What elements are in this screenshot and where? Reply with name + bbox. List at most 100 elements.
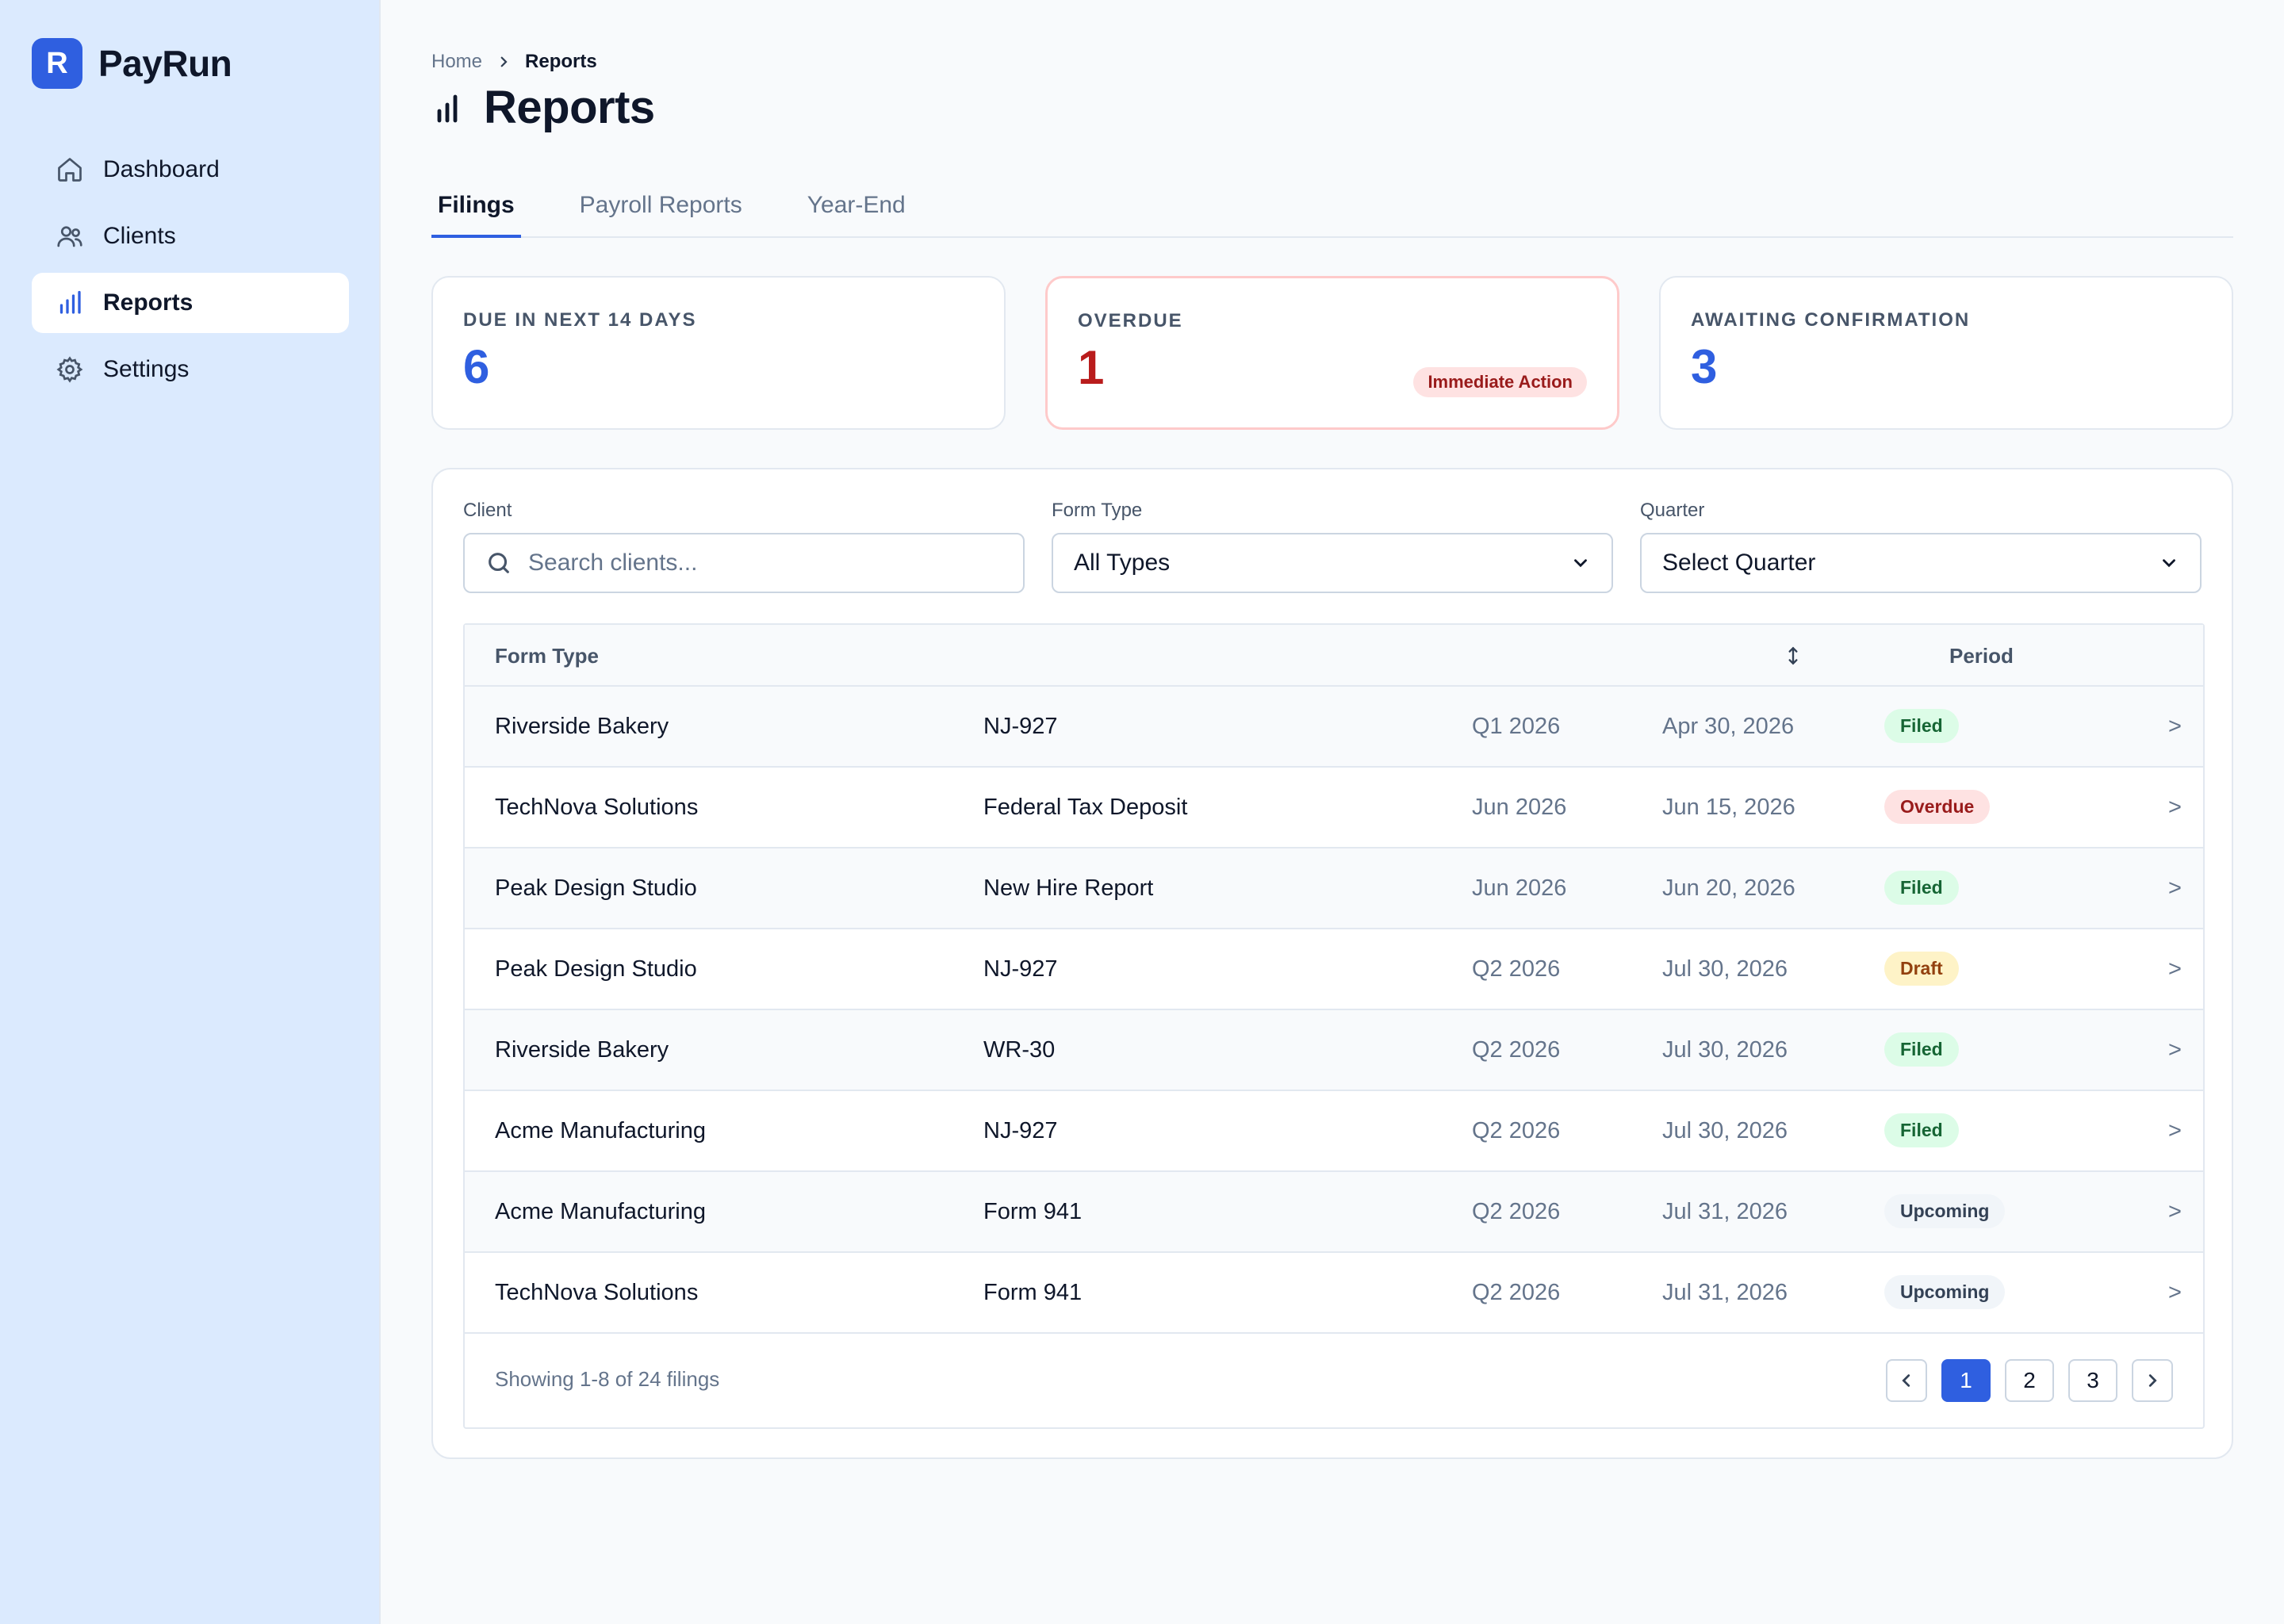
- tab-payroll-reports[interactable]: Payroll Reports: [579, 192, 742, 218]
- card-value: 1: [1078, 341, 1105, 394]
- status-badge: Upcoming: [1884, 1194, 2006, 1228]
- sidebar-item-label: Reports: [103, 289, 194, 316]
- client-cell: Peak Design Studio: [495, 875, 697, 901]
- prev-page-button[interactable]: [1886, 1359, 1927, 1402]
- quarter-filter-label: Quarter: [1640, 500, 1705, 521]
- client-search-input[interactable]: Search clients...: [463, 533, 1025, 593]
- page-header: Reports: [431, 81, 655, 134]
- sidebar-item-reports[interactable]: Reports: [32, 273, 349, 333]
- form-cell: New Hire Report: [983, 875, 1154, 901]
- bar-chart-icon: [59, 290, 81, 314]
- table-row[interactable]: TechNova Solutions Federal Tax Deposit J…: [465, 768, 2203, 848]
- table-body: Riverside Bakery NJ-927 Q1 2026 Apr 30, …: [465, 687, 2203, 1334]
- client-cell: Riverside Bakery: [495, 1037, 669, 1063]
- due-date-cell: Jul 30, 2026: [1662, 956, 1788, 982]
- home-icon: [58, 158, 82, 182]
- brand[interactable]: R PayRun: [32, 38, 232, 89]
- sidebar-item-dashboard[interactable]: Dashboard: [32, 140, 349, 200]
- due-date-cell: Jul 31, 2026: [1662, 1199, 1788, 1224]
- due-date-cell: Jul 31, 2026: [1662, 1280, 1788, 1305]
- row-arrow-icon[interactable]: >: [2168, 1280, 2182, 1305]
- sidebar: R PayRun Dashboard Clients Reports Setti…: [0, 0, 381, 1624]
- breadcrumb-home[interactable]: Home: [431, 51, 483, 72]
- card-value: 3: [1691, 340, 1718, 393]
- row-arrow-icon[interactable]: >: [2168, 956, 2182, 982]
- period-cell: Q2 2026: [1472, 1280, 1561, 1305]
- table-footer: Showing 1-8 of 24 filings 1 2 3: [465, 1334, 2203, 1427]
- status-badge: Filed: [1884, 871, 1959, 905]
- due-soon-card[interactable]: DUE IN NEXT 14 DAYS 6: [431, 276, 1006, 430]
- breadcrumb: Home Reports: [431, 51, 597, 73]
- table-row[interactable]: Peak Design Studio NJ-927 Q2 2026 Jul 30…: [465, 929, 2203, 1010]
- tab-year-end[interactable]: Year-End: [807, 192, 906, 218]
- sidebar-item-settings[interactable]: Settings: [32, 339, 349, 400]
- gear-icon: [56, 356, 83, 383]
- due-date-cell: Jun 15, 2026: [1662, 795, 1795, 820]
- search-placeholder: Search clients...: [528, 550, 698, 576]
- form-type-value: All Types: [1074, 550, 1171, 576]
- row-arrow-icon[interactable]: >: [2168, 795, 2182, 820]
- filters: Client Search clients... Form Type All T…: [463, 500, 2202, 593]
- table-row[interactable]: TechNova Solutions Form 941 Q2 2026 Jul …: [465, 1253, 2203, 1334]
- form-cell: Federal Tax Deposit: [983, 795, 1188, 820]
- due-date-cell: Jul 30, 2026: [1662, 1118, 1788, 1143]
- status-badge: Upcoming: [1884, 1275, 2006, 1309]
- period-cell: Q2 2026: [1472, 1199, 1561, 1224]
- filings-panel: Client Search clients... Form Type All T…: [431, 468, 2233, 1459]
- showing-count: Showing 1-8 of 24 filings: [495, 1367, 720, 1391]
- row-arrow-icon[interactable]: >: [2168, 714, 2182, 739]
- client-cell: Acme Manufacturing: [495, 1118, 706, 1143]
- period-column-header[interactable]: Period: [1949, 644, 2014, 668]
- status-badge: Filed: [1884, 1113, 1959, 1147]
- page-button-1[interactable]: 1: [1941, 1359, 1991, 1402]
- form-type-select[interactable]: All Types: [1052, 533, 1613, 593]
- page-title: Reports: [484, 82, 655, 133]
- period-cell: Q2 2026: [1472, 1037, 1561, 1063]
- page-button-3[interactable]: 3: [2068, 1359, 2117, 1402]
- table-row[interactable]: Riverside Bakery WR-30 Q2 2026 Jul 30, 2…: [465, 1010, 2203, 1091]
- overdue-card[interactable]: OVERDUE 1 Immediate Action: [1045, 276, 1619, 430]
- card-label: DUE IN NEXT 14 DAYS: [463, 309, 697, 331]
- table-row[interactable]: Acme Manufacturing NJ-927 Q2 2026 Jul 30…: [465, 1091, 2203, 1172]
- client-cell: Peak Design Studio: [495, 956, 697, 982]
- chevron-right-icon: [500, 56, 508, 67]
- sidebar-item-label: Dashboard: [103, 156, 220, 182]
- next-page-button[interactable]: [2132, 1359, 2173, 1402]
- period-cell: Jun 2026: [1472, 795, 1567, 820]
- table-header: Form Type Period: [465, 625, 2203, 687]
- quarter-value: Select Quarter: [1662, 550, 1816, 576]
- row-arrow-icon[interactable]: >: [2168, 1199, 2182, 1224]
- page-button-2[interactable]: 2: [2005, 1359, 2054, 1402]
- quarter-select[interactable]: Select Quarter: [1640, 533, 2202, 593]
- sort-icon[interactable]: [1783, 645, 1803, 666]
- row-arrow-icon[interactable]: >: [2168, 1037, 2182, 1063]
- status-badge: Draft: [1884, 952, 1959, 986]
- filings-table: Form Type Period Riverside Bakery NJ-927…: [463, 623, 2205, 1429]
- breadcrumb-current: Reports: [525, 51, 597, 72]
- due-date-cell: Jul 30, 2026: [1662, 1037, 1788, 1063]
- status-badge: Overdue: [1884, 790, 1991, 824]
- bar-chart-icon: [437, 94, 458, 122]
- period-cell: Jun 2026: [1472, 875, 1567, 901]
- tab-filings[interactable]: Filings: [431, 182, 521, 238]
- immediate-action-badge: Immediate Action: [1413, 367, 1587, 397]
- period-cell: Q2 2026: [1472, 1118, 1561, 1143]
- table-row[interactable]: Acme Manufacturing Form 941 Q2 2026 Jul …: [465, 1172, 2203, 1253]
- chevron-left-icon: [1902, 1374, 1910, 1387]
- awaiting-confirmation-card[interactable]: AWAITING CONFIRMATION 3: [1659, 276, 2233, 430]
- table-row[interactable]: Peak Design Studio New Hire Report Jun 2…: [465, 848, 2203, 929]
- client-cell: TechNova Solutions: [495, 1280, 699, 1305]
- form-type-column-header[interactable]: Form Type: [495, 644, 599, 668]
- row-arrow-icon[interactable]: >: [2168, 875, 2182, 901]
- form-cell: NJ-927: [983, 1118, 1058, 1143]
- table-row[interactable]: Riverside Bakery NJ-927 Q1 2026 Apr 30, …: [465, 687, 2203, 768]
- due-date-cell: Apr 30, 2026: [1662, 714, 1795, 739]
- card-label: OVERDUE: [1078, 310, 1183, 331]
- client-cell: TechNova Solutions: [495, 795, 699, 820]
- row-arrow-icon[interactable]: >: [2168, 1118, 2182, 1143]
- sidebar-item-label: Clients: [103, 223, 176, 249]
- sidebar-item-clients[interactable]: Clients: [32, 206, 349, 266]
- client-cell: Acme Manufacturing: [495, 1199, 706, 1224]
- summary-cards: DUE IN NEXT 14 DAYS 6 OVERDUE 1 Immediat…: [431, 276, 2233, 430]
- form-type-filter-label: Form Type: [1052, 500, 1143, 521]
